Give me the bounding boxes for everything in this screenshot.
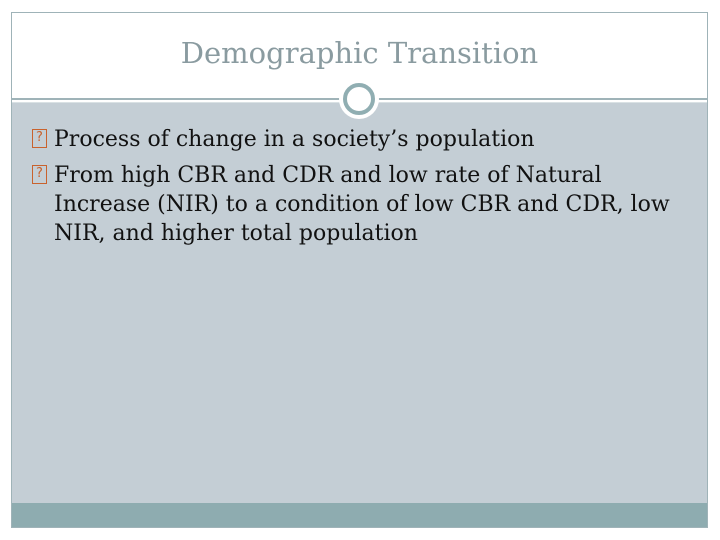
- bullet-text: Process of change in a society’s populat…: [54, 127, 535, 152]
- slide-frame: [11, 12, 708, 528]
- footer-bar: [12, 503, 707, 527]
- bullet-item: ? From high CBR and CDR and low rate of …: [30, 161, 690, 248]
- bullet-item: ? Process of change in a society’s popul…: [30, 125, 690, 154]
- bullet-text: From high CBR and CDR and low rate of Na…: [54, 163, 670, 246]
- missing-glyph-icon: ?: [32, 165, 47, 184]
- slide-title: Demographic Transition: [180, 36, 539, 70]
- bullet-list: ? Process of change in a society’s popul…: [30, 125, 690, 255]
- missing-glyph-icon: ?: [32, 129, 47, 148]
- content-area: [12, 102, 707, 503]
- ring-icon: [339, 79, 379, 119]
